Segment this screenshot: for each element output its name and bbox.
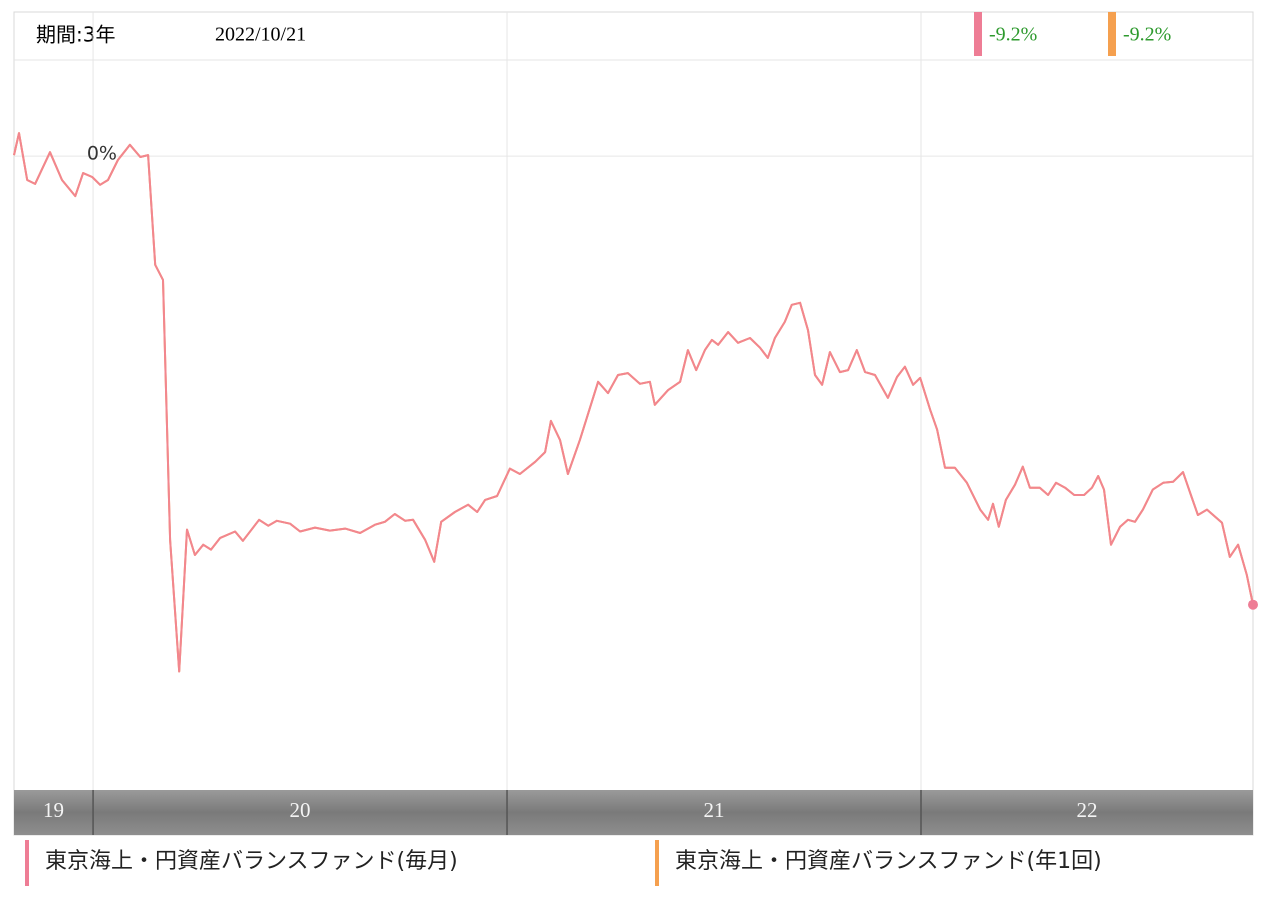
year-band: [14, 790, 1253, 835]
legend-marker: [25, 840, 29, 886]
year-label: 19: [43, 798, 64, 822]
series-line: [13, 132, 1254, 673]
date-label: 2022/10/21: [215, 24, 306, 46]
end-point: [1248, 599, 1258, 610]
period-label: 期間:3年: [36, 23, 115, 47]
chart-frame: [13, 11, 1254, 836]
legend-label: 東京海上・円資産バランスファンド(毎月): [45, 849, 458, 874]
change-marker: [974, 12, 982, 56]
change-marker: [1108, 12, 1116, 56]
y-tick-label: 0%: [87, 143, 117, 165]
legend-label: 東京海上・円資産バランスファンド(年1回): [675, 849, 1102, 874]
year-label: 20: [290, 798, 311, 822]
change-label: -9.2%: [989, 24, 1037, 46]
year-label: 21: [704, 798, 725, 822]
year-label: 22: [1076, 798, 1097, 822]
legend-marker: [655, 840, 659, 886]
change-label: -9.2%: [1123, 24, 1171, 46]
